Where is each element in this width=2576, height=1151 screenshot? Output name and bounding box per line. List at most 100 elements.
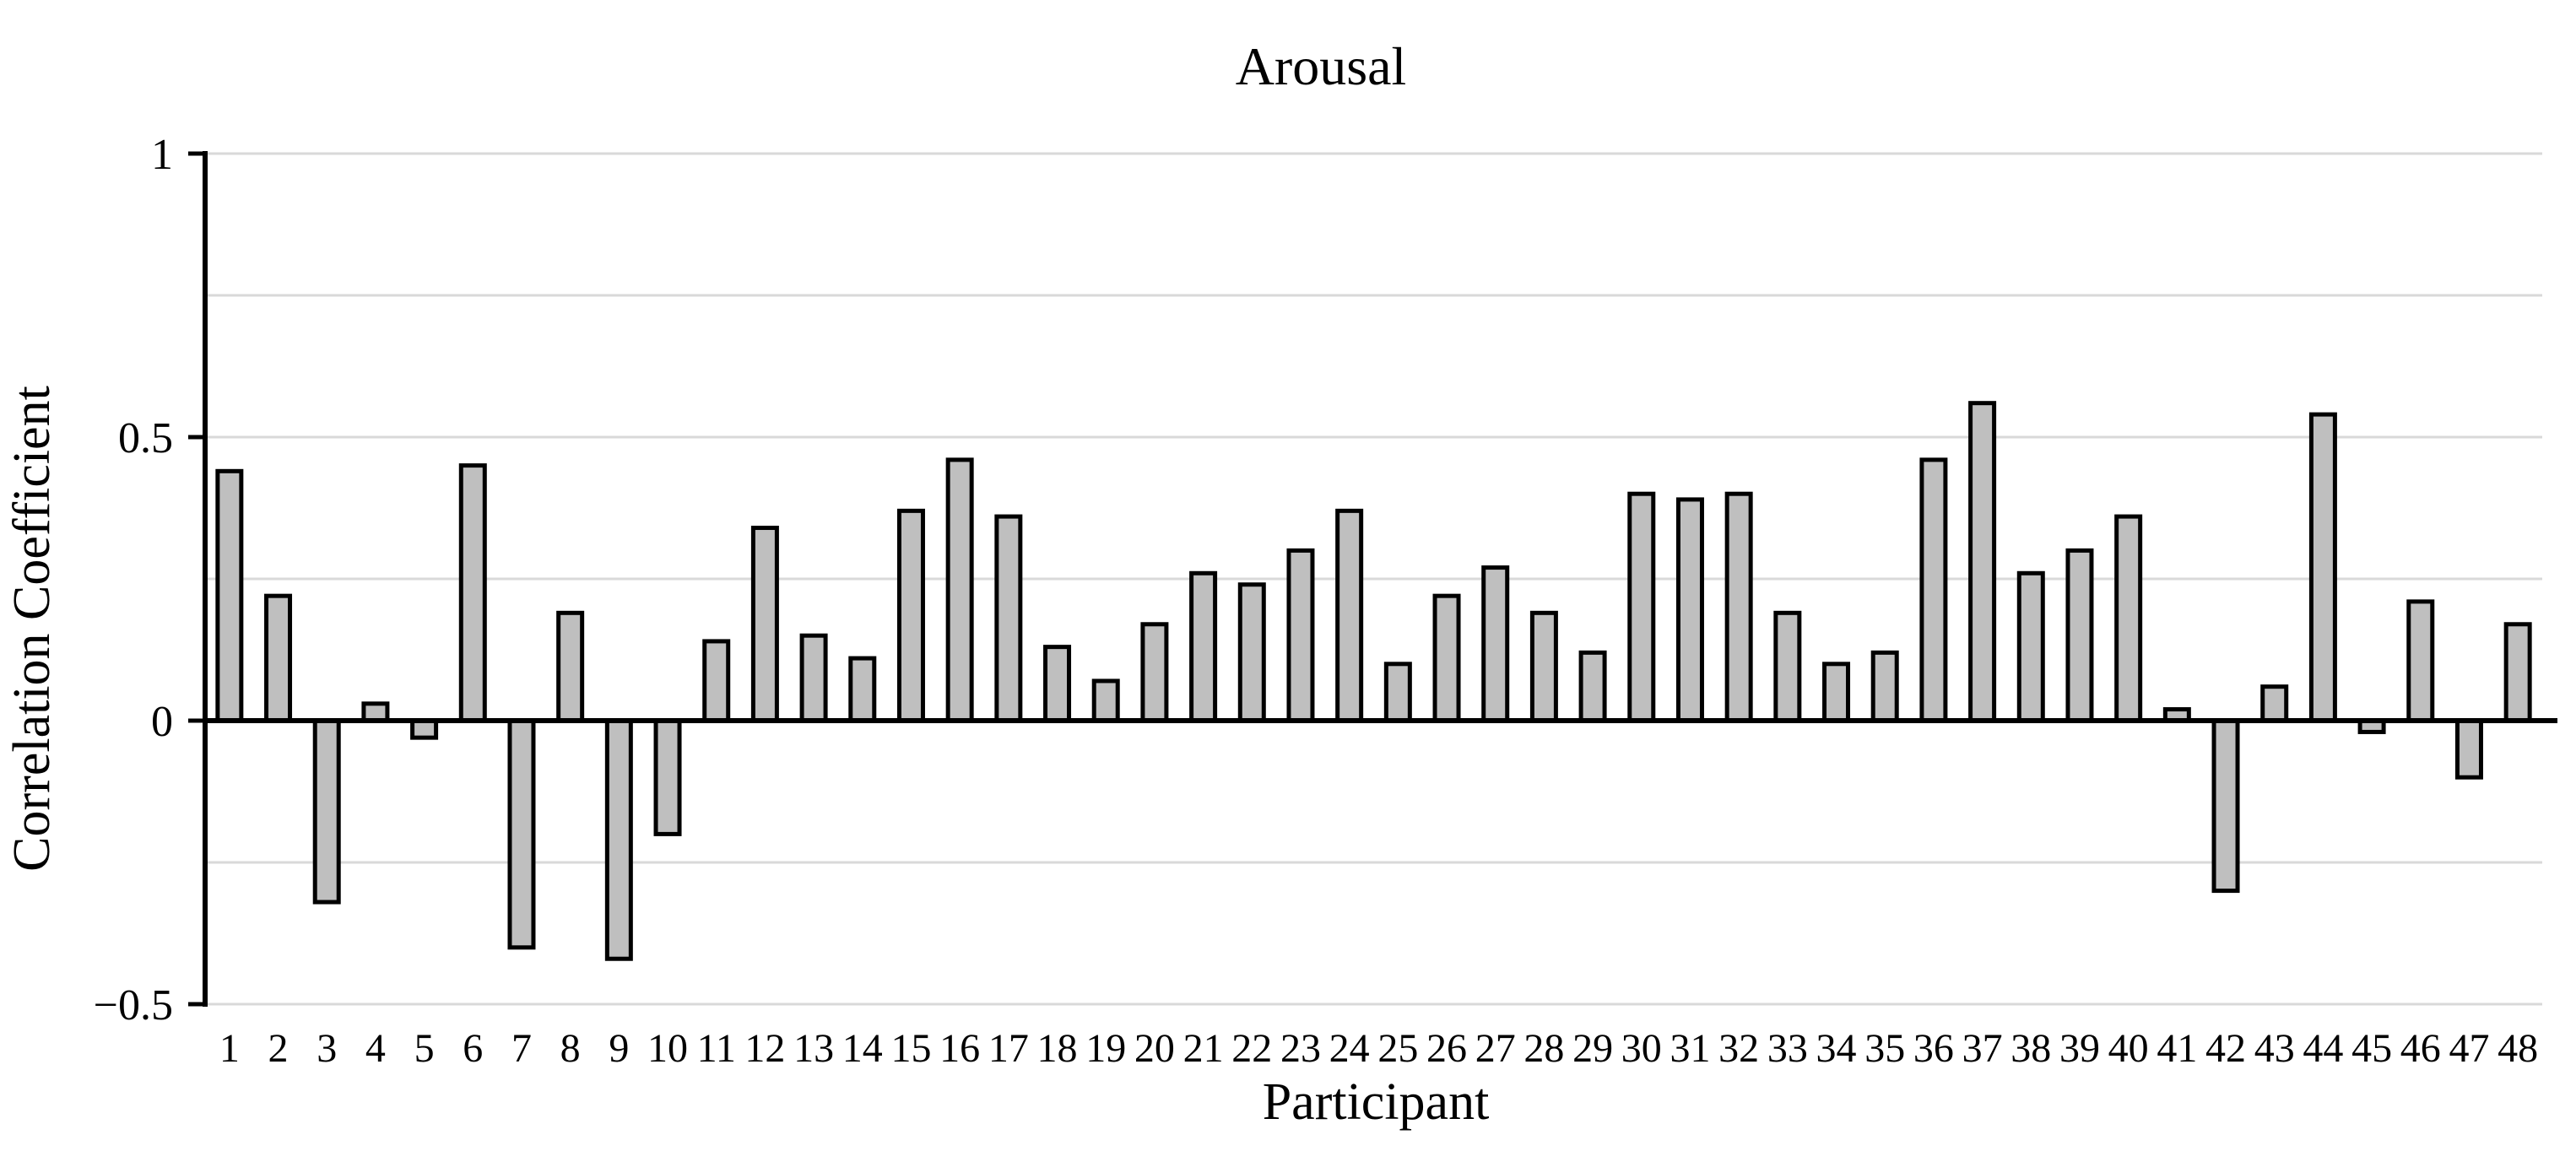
y-tick-label-−0.5: −0.5: [94, 981, 173, 1029]
bar-participant-44: [2308, 412, 2337, 723]
x-tick-label-37: 37: [1962, 1026, 2003, 1071]
bar-participant-3: [312, 718, 341, 905]
bar-participant-5: [410, 718, 439, 740]
bar-participant-24: [1335, 508, 1364, 723]
bar-participant-47: [2454, 718, 2483, 780]
x-tick-label-25: 25: [1377, 1026, 1418, 1071]
x-tick-label-48: 48: [2498, 1026, 2538, 1071]
tick-labels: 10.50−0.51 2 3 4 5 6 7 8 9 10 11 12 13 14 15 16 17 18 19 20…: [94, 131, 2538, 1071]
x-tick-label-46: 46: [2400, 1026, 2441, 1071]
bar-participant-22: [1237, 582, 1266, 723]
bar-participant-43: [2260, 684, 2289, 723]
bar-participant-27: [1481, 565, 1510, 723]
x-tick-label-47: 47: [2449, 1026, 2489, 1071]
x-tick-label-24: 24: [1329, 1026, 1370, 1071]
x-tick-label-40: 40: [2108, 1026, 2149, 1071]
bar-participant-7: [507, 718, 536, 950]
bar-participant-20: [1140, 622, 1169, 723]
x-tick-label-12: 12: [744, 1026, 785, 1071]
bar-participant-37: [1968, 401, 1997, 723]
bar-participant-38: [2016, 570, 2045, 723]
bar-participant-2: [264, 593, 293, 723]
x-tick-label-21: 21: [1183, 1026, 1224, 1071]
x-axis-title: Participant: [1263, 1073, 1490, 1131]
bar-participant-31: [1675, 497, 1704, 723]
x-tick-label-39: 39: [2059, 1026, 2100, 1071]
bar-participant-39: [2065, 548, 2094, 723]
x-tick-label-9: 9: [609, 1026, 629, 1071]
bar-participant-17: [994, 514, 1023, 723]
x-tick-label-26: 26: [1426, 1026, 1467, 1071]
x-tick-label-31: 31: [1670, 1026, 1710, 1071]
x-tick-label-35: 35: [1864, 1026, 1905, 1071]
x-tick-label-5: 5: [414, 1026, 435, 1071]
x-tick-label-38: 38: [2010, 1026, 2051, 1071]
x-tick-label-8: 8: [560, 1026, 581, 1071]
x-tick-label-3: 3: [317, 1026, 337, 1071]
x-tick-label-29: 29: [1572, 1026, 1613, 1071]
x-tick-label-45: 45: [2351, 1026, 2392, 1071]
bar-participant-28: [1529, 610, 1558, 723]
x-tick-label-14: 14: [842, 1026, 883, 1071]
bar-participant-11: [702, 639, 731, 723]
x-tick-label-36: 36: [1913, 1026, 1954, 1071]
x-tick-label-4: 4: [365, 1026, 386, 1071]
x-tick-label-13: 13: [793, 1026, 834, 1071]
bar-participant-9: [604, 718, 633, 961]
x-tick-label-17: 17: [988, 1026, 1029, 1071]
x-tick-label-10: 10: [647, 1026, 688, 1071]
bar-participant-23: [1286, 548, 1315, 723]
x-tick-label-30: 30: [1621, 1026, 1662, 1071]
bar-participant-18: [1043, 645, 1072, 723]
x-tick-label-42: 42: [2205, 1026, 2246, 1071]
x-tick-label-6: 6: [463, 1026, 483, 1071]
bar-participant-46: [2406, 599, 2435, 723]
bars: [215, 401, 2532, 961]
bar-participant-26: [1432, 593, 1461, 723]
x-tick-label-41: 41: [2157, 1026, 2197, 1071]
x-tick-label-1: 1: [219, 1026, 240, 1071]
x-tick-label-32: 32: [1718, 1026, 1759, 1071]
bar-participant-36: [1919, 457, 1948, 723]
x-tick-label-11: 11: [697, 1026, 736, 1071]
bar-participant-14: [848, 656, 877, 723]
y-axis-title: Correlation Coefficient: [3, 386, 61, 872]
x-tick-label-2: 2: [268, 1026, 289, 1071]
bar-participant-40: [2114, 514, 2143, 723]
gridlines: [205, 152, 2542, 1006]
bar-participant-6: [458, 463, 487, 723]
bar-participant-30: [1627, 491, 1656, 723]
x-tick-label-27: 27: [1475, 1026, 1516, 1071]
bar-participant-48: [2503, 622, 2532, 723]
bar-participant-10: [653, 718, 682, 836]
bar-participant-34: [1822, 662, 1851, 723]
y-tick-label-0: 0: [151, 698, 173, 746]
x-tick-label-19: 19: [1085, 1026, 1126, 1071]
bar-participant-32: [1724, 491, 1753, 723]
x-tick-label-20: 20: [1134, 1026, 1175, 1071]
y-tick-label-1: 1: [151, 131, 173, 179]
x-tick-label-34: 34: [1816, 1026, 1857, 1071]
axes: [188, 151, 2557, 1007]
bar-participant-12: [750, 526, 779, 723]
x-tick-label-18: 18: [1037, 1026, 1078, 1071]
bar-participant-25: [1383, 662, 1412, 723]
bar-participant-29: [1578, 650, 1607, 723]
x-tick-label-33: 33: [1767, 1026, 1808, 1071]
y-tick-label-0.5: 0.5: [118, 414, 173, 462]
bar-participant-19: [1091, 678, 1120, 723]
x-tick-label-15: 15: [890, 1026, 931, 1071]
x-tick-label-23: 23: [1280, 1026, 1321, 1071]
x-tick-label-28: 28: [1523, 1026, 1564, 1071]
bar-participant-42: [2211, 718, 2240, 894]
x-tick-label-22: 22: [1231, 1026, 1272, 1071]
bar-participant-8: [556, 610, 585, 723]
x-tick-label-43: 43: [2254, 1026, 2295, 1071]
x-tick-label-16: 16: [939, 1026, 980, 1071]
x-tick-label-7: 7: [511, 1026, 532, 1071]
bar-participant-21: [1189, 570, 1218, 723]
bar-participant-1: [215, 468, 244, 723]
chart-title: Arousal: [1236, 36, 1407, 96]
